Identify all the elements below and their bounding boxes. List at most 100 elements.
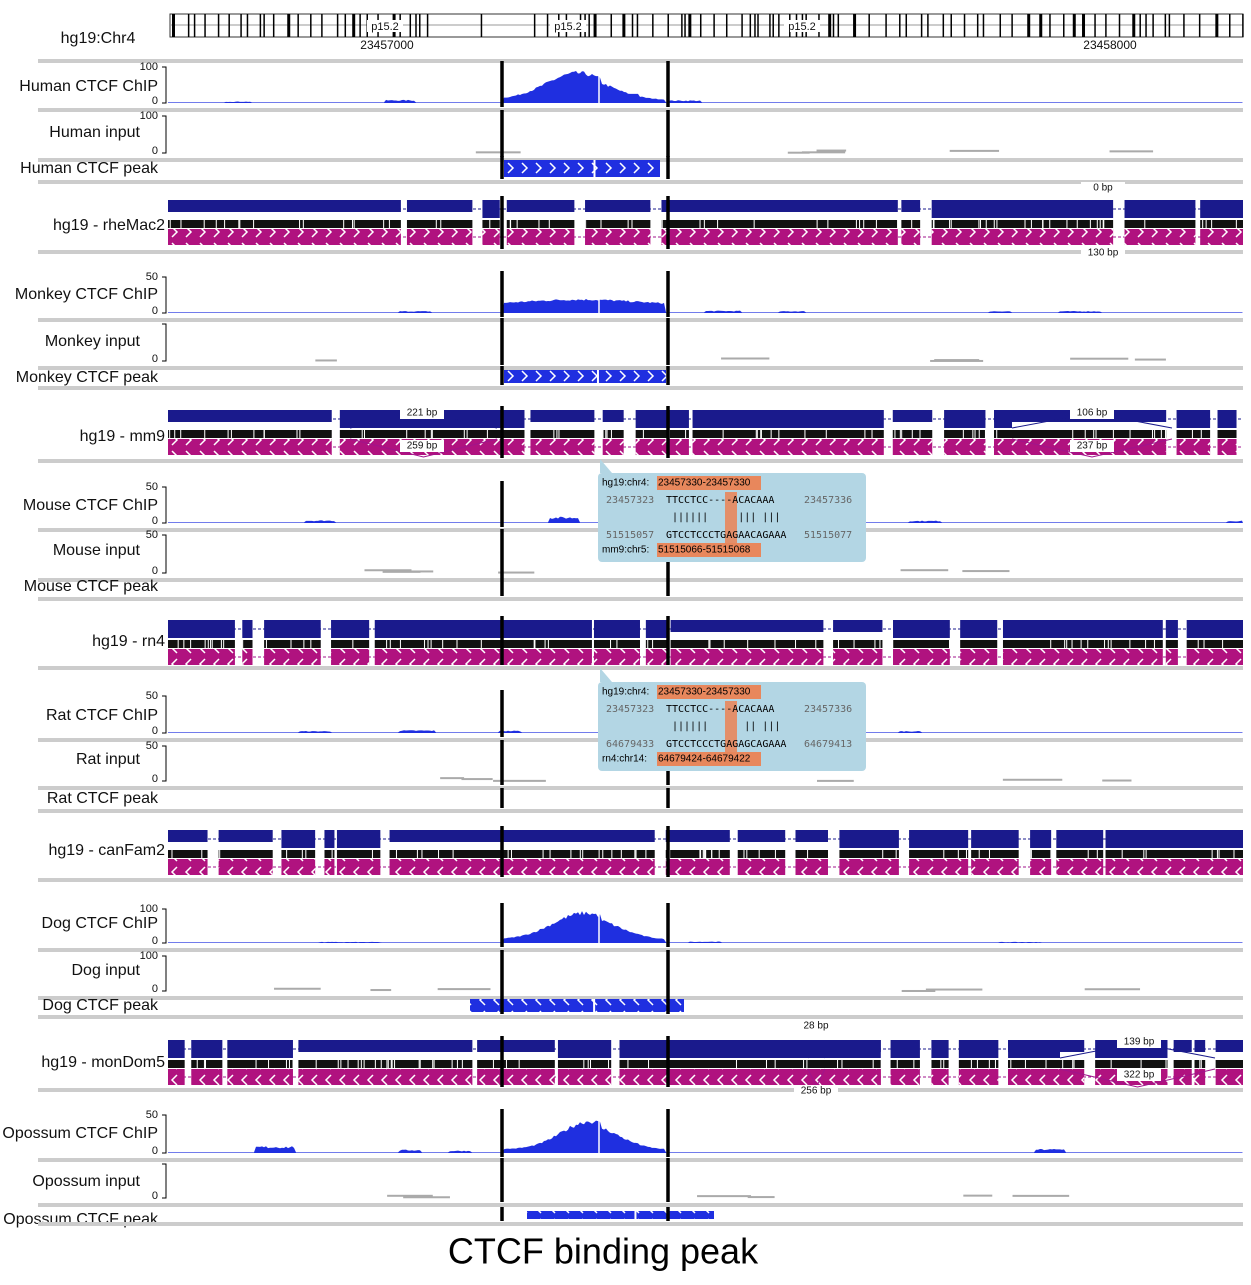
seq-tick [825,640,827,648]
seq-tick [934,430,936,438]
seq-tick [985,220,987,228]
ruler-tick [832,14,835,37]
annotation-bg [400,407,444,419]
ruler-tick [652,14,654,37]
chain-seq [1030,850,1052,858]
chain-seq [839,850,899,858]
seq-tick [305,850,307,858]
seq-tick [442,640,444,648]
input-signal [1109,150,1154,153]
ruler-tick [976,14,979,37]
seq-tick [984,430,986,438]
seq-tick [643,640,645,648]
ruler-tick [681,14,683,37]
chain-seq [227,1060,293,1068]
chain-seq [944,430,986,438]
chain-seq [958,1060,999,1068]
seq-tick [1029,850,1031,858]
seq-tick [399,640,401,648]
seq-tick [177,640,179,648]
chain-chevrons [1002,649,1163,665]
seq-tick [920,220,922,228]
gap-link [1059,1068,1216,1088]
tooltip-arrow [600,459,612,473]
chain-block [593,620,640,638]
signal [168,1120,1243,1153]
seq-tick [815,640,817,648]
seq-tick [950,220,952,228]
chain-chevrons [168,229,401,245]
band-label: p15.2 [554,21,582,33]
input-signal [1002,778,1063,781]
match: |||||| || ||| [672,721,780,732]
peak-chevrons [504,160,660,177]
chain-block [406,200,473,212]
chain-block [825,1040,881,1052]
chain-chevrons [795,859,828,875]
signal [168,298,1243,313]
chain-chevrons [331,649,370,665]
seq-tick [803,1060,805,1068]
chain-seq [602,430,624,438]
seq-tick [1045,1060,1047,1068]
chain-block [264,620,321,638]
seq-tick [227,430,229,438]
seq: TTCCTCC----ACACAAA [666,704,774,715]
seq-tick [1099,220,1101,228]
chain-seq [1165,640,1178,648]
chain-block [374,620,592,638]
seq-tick [1191,430,1193,438]
seq-tick [901,430,903,438]
ruler-tick [1118,14,1121,37]
seq-tick [610,430,612,438]
chain-block [892,410,933,422]
chain-block [298,1040,473,1052]
chain-chevrons [635,439,689,455]
ruler-tick [336,14,339,37]
chain-seq [168,1060,185,1068]
seq-tick [301,850,303,858]
track-label: Dog CTCF ChIP [42,915,158,932]
seq-tick [220,640,222,648]
seq-tick [1084,430,1086,438]
seq-tick [547,640,549,648]
ruler-tick [204,14,206,37]
seq-tick [583,220,585,228]
seq-tick [533,640,535,648]
axis-bracket [162,695,167,734]
axis-max: 50 [146,529,158,541]
band-bg [784,20,820,32]
seq-tick [937,430,939,438]
chain-seq [1200,220,1243,228]
chain-seq [619,1060,808,1068]
chain-block [1002,620,1163,638]
seq-tick [239,220,241,228]
chain-block [994,410,1012,428]
tooltip-query: hg19:chr4: [602,687,649,698]
seq-tick [224,220,226,228]
track-label: hg19 - rheMac2 [53,217,165,234]
seq-tick [859,220,861,228]
seq-tick [1072,1060,1074,1068]
match: |||||| ||| ||| [672,512,780,523]
chain-block [191,1040,223,1058]
annotation-bg [1070,407,1114,419]
seq-tick [538,220,540,228]
ruler-tick [927,14,929,37]
seq-tick [592,640,594,648]
seq-tick [169,430,171,438]
ruler-tick [950,14,952,37]
chain-block [324,830,335,848]
axis-bracket [162,486,167,524]
seq-tick [424,430,426,438]
seq-tick [1073,1060,1075,1068]
seq-tick [855,220,857,228]
ruler-tick [1049,14,1051,37]
track-label: Rat CTCF peak [47,790,159,807]
track-label: Dog input [72,962,141,979]
seq-tick [203,220,205,228]
chain-seq [264,640,321,648]
seq-tick [620,850,622,858]
seq-tick [315,1060,317,1068]
chain-block [506,200,575,212]
